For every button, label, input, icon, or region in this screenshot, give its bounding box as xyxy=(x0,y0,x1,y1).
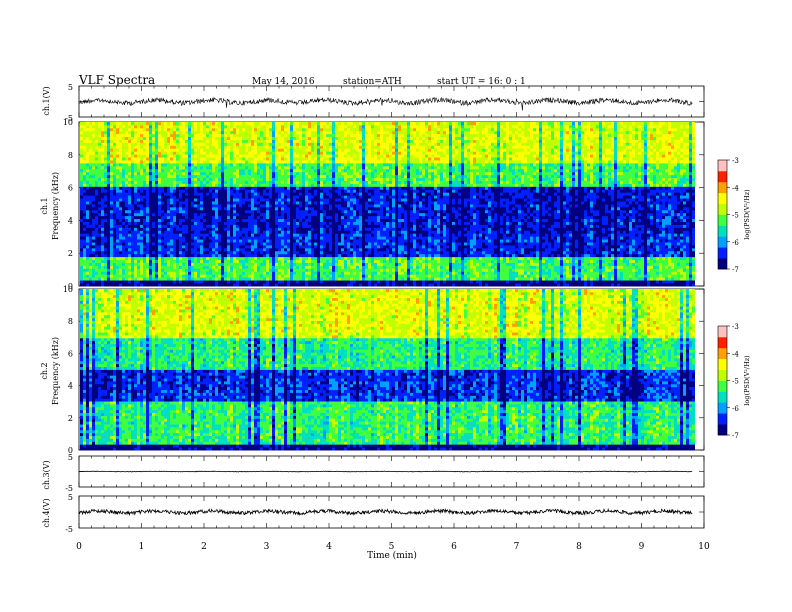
spec1-ylabel: ch.1 Frequency (kHz) xyxy=(40,172,60,240)
ch1-ylabel: ch.1(V) xyxy=(42,86,51,115)
colorbar-ch2-tick--6: -6 xyxy=(732,405,739,413)
ch3-ylabel: ch.3(V) xyxy=(42,460,51,489)
ch4-ylabel: ch.4(V) xyxy=(42,498,51,527)
spec1-ytick-4: 4 xyxy=(68,216,73,225)
x-tick-10: 10 xyxy=(698,542,710,552)
colorbar-ch2-label: log(PSD(V²/Hz) xyxy=(743,355,751,406)
spec2-ytick-4: 4 xyxy=(68,382,73,391)
figure-title: VLF Spectra xyxy=(78,73,155,87)
x-tick-4: 4 xyxy=(326,542,332,552)
start-time-label: start UT = 16: 0 : 1 xyxy=(437,77,526,87)
x-tick-6: 6 xyxy=(451,542,457,552)
x-tick-8: 8 xyxy=(576,542,582,552)
spec1-ytick-10: 10 xyxy=(63,118,73,127)
spec2-ytick-6: 6 xyxy=(68,349,73,358)
spec2-ytick-8: 8 xyxy=(68,317,73,326)
colorbar-ch1-label: log(PSD(V²/Hz) xyxy=(743,189,751,240)
ch4-series-line xyxy=(79,509,692,515)
x-tick-1: 1 xyxy=(139,542,145,552)
colorbar-ch2-tick--5: -5 xyxy=(732,378,739,386)
ch3-ytick-bottom: -5 xyxy=(65,484,73,493)
colorbar-ch1-tick--5: -5 xyxy=(732,212,739,220)
date-label: May 14, 2016 xyxy=(252,77,315,87)
spec1-ytick-8: 8 xyxy=(68,151,73,160)
x-tick-2: 2 xyxy=(201,542,207,552)
ch4-ytick-bottom: -5 xyxy=(65,525,73,534)
x-axis-label: Time (min) xyxy=(367,550,417,561)
ch3-series-line xyxy=(79,471,692,472)
spec1-ytick-2: 2 xyxy=(68,249,73,258)
colorbar-ch2-tick--7: -7 xyxy=(732,432,739,440)
x-tick-9: 9 xyxy=(639,542,645,552)
x-tick-0: 0 xyxy=(76,542,82,552)
ch1-ytick-top: 5 xyxy=(68,83,73,92)
colorbar-ch1-tick--6: -6 xyxy=(732,239,739,247)
colorbar-ch1-tick--3: -3 xyxy=(732,157,739,165)
spec2-ytick-2: 2 xyxy=(68,414,73,423)
ch4-ytick-top: 5 xyxy=(68,493,73,502)
colorbar-ch2-tick--4: -4 xyxy=(732,350,739,358)
x-tick-3: 3 xyxy=(264,542,270,552)
x-tick-7: 7 xyxy=(514,542,520,552)
colorbar-ch1-tick--7: -7 xyxy=(732,266,739,274)
spec2-ytick-10: 10 xyxy=(63,285,73,294)
colorbars: -3 -4 -5 -6 -7 log(PSD(V²/Hz) -3 -4 -5 -6 -7 log(PS… xyxy=(718,157,751,440)
spec2-ylabel: ch.2 Frequency (kHz) xyxy=(40,337,60,405)
ch3-ytick-top: 5 xyxy=(68,453,73,462)
colorbar-ch1-tick--4: -4 xyxy=(732,184,739,192)
colorbar-ch2-tick--3: -3 xyxy=(732,323,739,331)
station-label: station=ATH xyxy=(343,77,402,87)
spec1-ytick-6: 6 xyxy=(68,184,73,193)
ch1-series-line xyxy=(79,98,692,111)
